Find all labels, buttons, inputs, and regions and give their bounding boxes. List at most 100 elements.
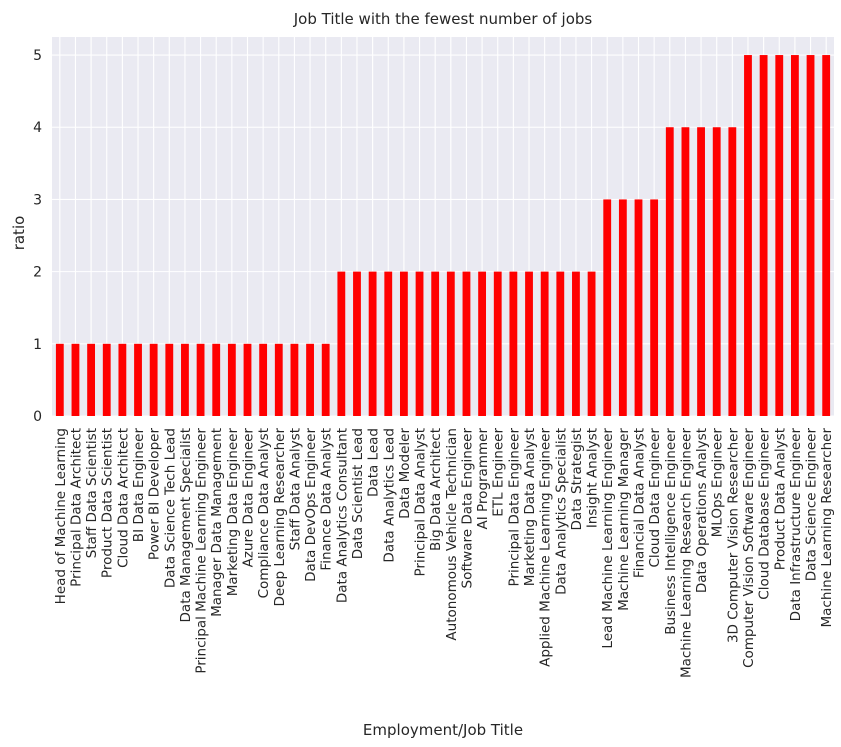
x-tick-label: MLOps Engineer <box>710 428 726 538</box>
x-tick-label: Principal Data Analyst <box>413 428 429 576</box>
bar <box>665 127 674 416</box>
bar <box>274 343 283 416</box>
bar <box>87 343 96 416</box>
x-tick-label: Data Operations Analyst <box>694 428 710 593</box>
bar <box>134 343 142 416</box>
x-tick-label: Big Data Architect <box>428 428 444 551</box>
x-tick-label: Machine Learning Researcher <box>819 428 835 628</box>
x-tick-label: Marketing Data Engineer <box>225 428 241 597</box>
x-tick-label: Insight Analyst <box>585 428 601 528</box>
y-tick-label: 1 <box>33 337 42 353</box>
bar <box>290 343 299 416</box>
x-tick-label: Machine Learning Manager <box>616 428 632 611</box>
x-tick-label: Principal Data Architect <box>68 428 84 587</box>
x-tick-label: Software Data Engineer <box>459 428 475 589</box>
x-tick-label: Cloud Data Architect <box>115 428 131 568</box>
bar <box>337 271 346 416</box>
bar <box>368 271 377 416</box>
bar <box>415 271 424 416</box>
x-tick-label: Computer Vision Software Engineer <box>741 428 757 668</box>
bar <box>540 271 549 416</box>
x-tick-label: Data DevOps Engineer <box>303 428 319 582</box>
bar <box>196 343 205 416</box>
bar <box>634 199 643 416</box>
x-tick-label: 3D Computer Vision Researcher <box>725 428 741 643</box>
bar <box>165 343 174 416</box>
bar <box>306 343 314 416</box>
x-axis-ticks: Head of Machine Learning Principal Data A… <box>53 428 835 678</box>
x-tick-label: Power BI Developer <box>147 428 163 561</box>
bar <box>603 199 612 416</box>
bar <box>572 271 580 416</box>
x-tick-label: Finance Data Analyst <box>319 428 335 571</box>
y-axis-label: ratio <box>10 216 28 251</box>
bar <box>681 127 690 416</box>
bars <box>55 55 831 417</box>
x-tick-label: Deep Learning Researcher <box>272 428 288 607</box>
x-tick-label: Data Science Engineer <box>804 428 820 582</box>
bar <box>118 343 127 416</box>
x-tick-label: Data Analytics Specialist <box>553 428 569 595</box>
x-tick-label: Principal Machine Learning Engineer <box>194 428 210 674</box>
x-tick-label: Data Analytics Consultant <box>334 428 350 603</box>
x-tick-label: ETL Engineer <box>491 428 507 517</box>
x-tick-label: Staff Data Scientist <box>84 428 100 558</box>
x-tick-label: Product Data Analyst <box>772 428 788 570</box>
x-tick-label: Data Analytics Lead <box>381 428 397 563</box>
bar <box>759 55 768 417</box>
chart-title: Job Title with the fewest number of jobs <box>293 10 593 28</box>
y-tick-label: 0 <box>33 409 42 425</box>
bar <box>55 343 64 416</box>
bar <box>181 343 189 416</box>
x-tick-label: Lead Machine Learning Engineer <box>600 428 616 649</box>
x-tick-label: Data Scientist Lead <box>350 428 366 559</box>
y-tick-label: 5 <box>33 48 42 64</box>
x-tick-label: Compliance Data Analyst <box>256 428 272 598</box>
y-tick-label: 4 <box>33 120 42 136</box>
x-tick-label: Cloud Database Engineer <box>757 428 773 600</box>
bar <box>227 343 236 416</box>
bar <box>493 271 502 416</box>
bar <box>149 343 158 416</box>
bar <box>243 343 252 416</box>
x-tick-label: Machine Learning Research Engineer <box>678 428 694 678</box>
x-tick-label: Data Modeler <box>397 428 413 519</box>
bar <box>728 127 737 416</box>
x-tick-label: Autonomous Vehicle Technician <box>444 428 460 641</box>
bar <box>462 271 471 416</box>
x-tick-label: Head of Machine Learning <box>53 428 69 604</box>
bar <box>650 199 659 416</box>
x-axis-label: Employment/Job Title <box>363 721 523 739</box>
x-tick-label: Data Strategist <box>569 428 585 530</box>
bar <box>525 271 533 416</box>
x-tick-label: Staff Data Analyst <box>287 428 303 550</box>
bar <box>790 55 799 417</box>
bar <box>446 271 455 416</box>
bar <box>384 271 393 416</box>
bar <box>744 55 752 417</box>
x-tick-label: Data Lead <box>366 428 382 497</box>
bar <box>478 271 487 416</box>
x-tick-label: Data Infrastructure Engineer <box>788 428 804 622</box>
x-tick-label: Manager Data Management <box>209 428 225 617</box>
y-tick-label: 2 <box>33 265 42 281</box>
bar <box>259 343 268 416</box>
x-tick-label: Principal Data Engineer <box>506 428 522 587</box>
bar <box>321 343 330 416</box>
bar <box>806 55 815 417</box>
x-tick-label: Business Intelligence Engineer <box>663 428 679 635</box>
x-tick-label: BI Data Engineer <box>131 428 147 543</box>
bar <box>431 271 440 416</box>
x-tick-label: Data Science Tech Lead <box>162 428 178 588</box>
x-tick-label: Data Management Specialist <box>178 428 194 622</box>
y-axis-ticks: 0 1 2 3 4 5 <box>33 48 42 425</box>
x-tick-label: Applied Machine Learning Engineer <box>538 428 554 667</box>
bar <box>71 343 80 416</box>
bar <box>775 55 784 417</box>
x-tick-label: Cloud Data Engineer <box>647 428 663 568</box>
bar <box>509 271 518 416</box>
y-tick-label: 3 <box>33 192 42 208</box>
bar <box>102 343 111 416</box>
bar <box>212 343 221 416</box>
